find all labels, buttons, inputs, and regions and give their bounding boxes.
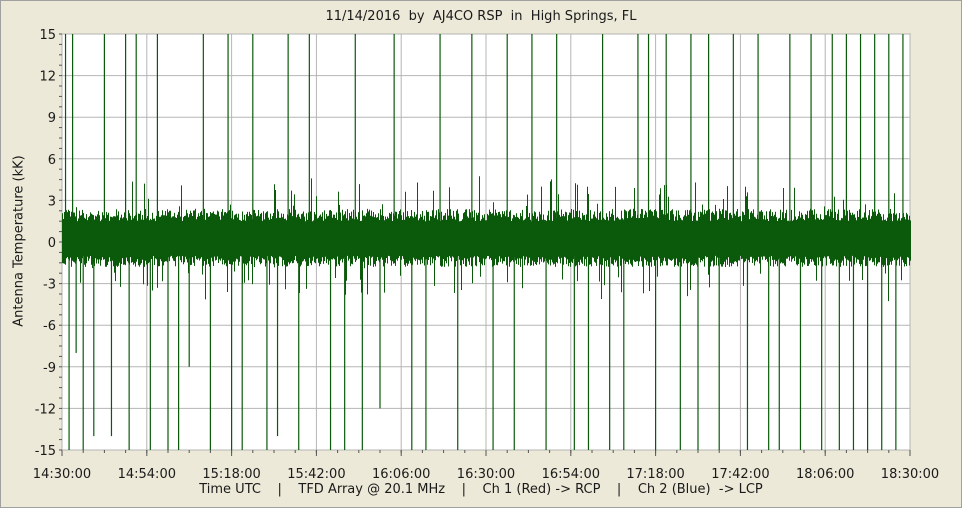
x-tick-label: 14:30:00 bbox=[33, 467, 91, 482]
x-tick-label: 15:42:00 bbox=[287, 467, 345, 482]
y-tick-label: -9 bbox=[43, 361, 56, 376]
y-tick-label: 6 bbox=[48, 153, 56, 168]
minor-ticks bbox=[59, 33, 911, 456]
y-tick-label: 9 bbox=[48, 111, 56, 126]
y-tick-label: -6 bbox=[43, 319, 56, 334]
x-tick-label: 18:30:00 bbox=[881, 467, 939, 482]
trace-series bbox=[62, 34, 911, 450]
y-tick-label: 3 bbox=[48, 194, 56, 209]
x-tick-label: 18:06:00 bbox=[796, 467, 854, 482]
y-tick-label: 12 bbox=[39, 70, 56, 85]
x-tick-labels: 14:30:00 14:54:00 15:18:00 15:42:00 16:06:00… bbox=[33, 467, 939, 482]
y-tick-label: 15 bbox=[39, 28, 56, 43]
x-tick-label: 17:18:00 bbox=[626, 467, 684, 482]
chart-footer: Time UTC | TFD Array @ 20.1 MHz | Ch 1 (… bbox=[199, 482, 763, 497]
y-tick-label: -12 bbox=[35, 402, 56, 417]
x-tick-label: 16:06:00 bbox=[372, 467, 430, 482]
x-tick-label: 16:54:00 bbox=[542, 467, 600, 482]
x-tick-label: 17:42:00 bbox=[711, 467, 769, 482]
y-tick-labels: 15 12 9 6 3 0 -3 -6 -9 -12 -15 bbox=[35, 28, 56, 459]
y-tick-label: -3 bbox=[43, 278, 56, 293]
noise-band bbox=[62, 176, 911, 302]
x-tick-label: 16:30:00 bbox=[457, 467, 515, 482]
y-tick-label: -15 bbox=[35, 444, 56, 459]
y-tick-label: 0 bbox=[48, 236, 56, 251]
x-tick-label: 14:54:00 bbox=[118, 467, 176, 482]
x-tick-label: 15:18:00 bbox=[202, 467, 260, 482]
chart-title: 11/14/2016 by AJ4CO RSP in High Springs,… bbox=[325, 9, 637, 24]
